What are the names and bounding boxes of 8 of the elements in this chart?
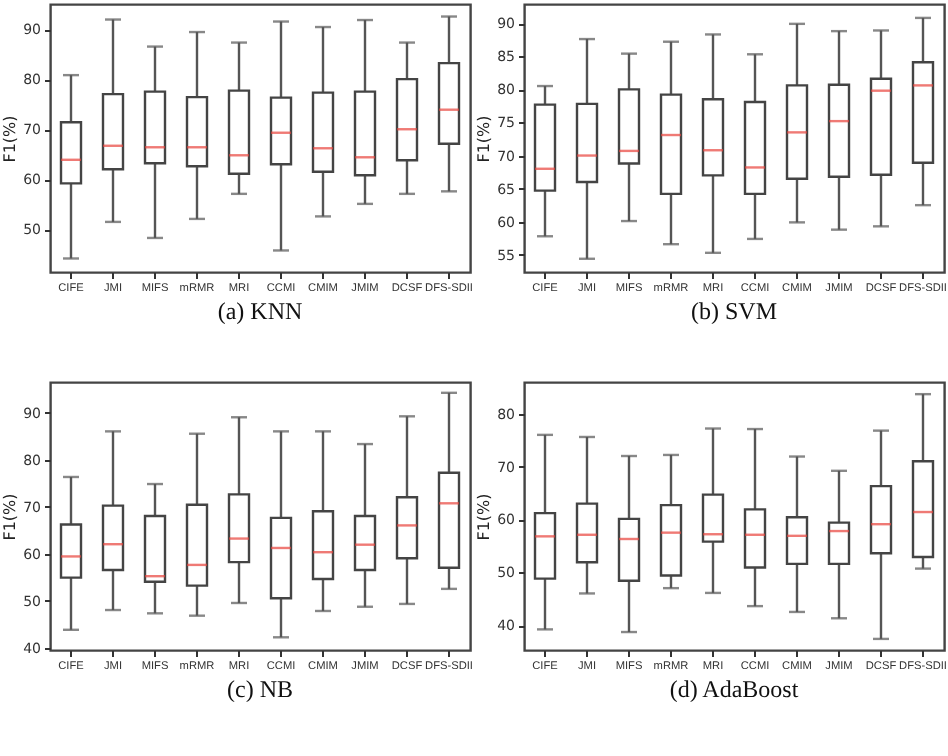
- y-axis-title: F1(%): [1, 493, 20, 541]
- y-axis-title: F1(%): [1, 115, 20, 163]
- text: (b) SVM: [690, 297, 778, 326]
- y-axis-title: F1(%): [475, 493, 494, 541]
- text: (d) AdaBoost: [669, 675, 800, 704]
- text: (a) KNN: [217, 297, 303, 326]
- y-axis-title: F1(%): [475, 115, 494, 163]
- text: (c) NB: [227, 675, 293, 704]
